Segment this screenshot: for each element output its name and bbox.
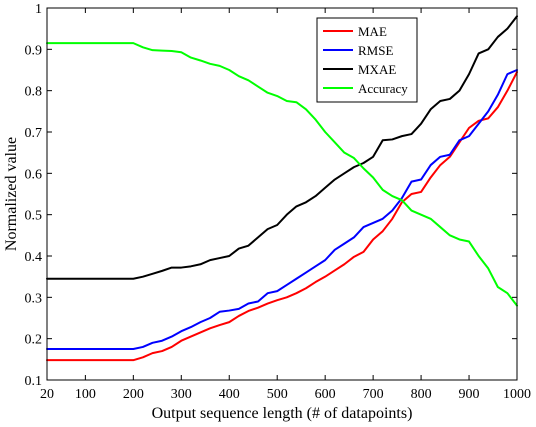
x-axis-title: Output sequence length (# of datapoints) bbox=[152, 405, 413, 422]
series-line-rmse bbox=[46, 69, 518, 350]
x-tick-label: 200 bbox=[123, 387, 144, 402]
plot-frame bbox=[46, 7, 518, 381]
series-line-mae bbox=[46, 71, 518, 362]
series-line-accuracy bbox=[46, 42, 518, 307]
x-tick-label: 400 bbox=[219, 387, 240, 402]
y-tick-label: 0.6 bbox=[25, 167, 43, 182]
y-tick-label: 0.5 bbox=[25, 209, 43, 224]
series-line-mxae bbox=[46, 15, 518, 280]
x-tick-label: 800 bbox=[411, 387, 432, 402]
legend: MAE RMSE MXAE Accuracy bbox=[316, 17, 418, 103]
y-axis-title: Normalized value bbox=[3, 137, 20, 251]
x-tick-label: 100 bbox=[75, 387, 96, 402]
x-tick-label: 900 bbox=[459, 387, 480, 402]
legend-label-accuracy: Accuracy bbox=[358, 81, 408, 96]
y-tick-label: 0.2 bbox=[25, 333, 43, 348]
legend-label-rmse: RMSE bbox=[358, 43, 393, 58]
y-tick-label: 0.8 bbox=[25, 85, 43, 100]
ticks-layer: 20 100 200 300 400 500 600 700 800 900 1000 0.1 0.2 0… bbox=[25, 2, 532, 402]
series-layer bbox=[46, 15, 518, 362]
y-tick-label: 1 bbox=[35, 2, 42, 17]
x-tick-label: 600 bbox=[315, 387, 336, 402]
x-tick-label: 500 bbox=[267, 387, 288, 402]
y-tick-label: 0.3 bbox=[25, 291, 43, 306]
x-tick-label: 300 bbox=[171, 387, 192, 402]
legend-label-mae: MAE bbox=[358, 24, 387, 39]
y-tick-label: 0.4 bbox=[25, 250, 43, 265]
y-tick-label: 0.9 bbox=[25, 43, 43, 58]
x-tick-label: 20 bbox=[40, 387, 54, 402]
x-tick-label: 700 bbox=[363, 387, 384, 402]
y-tick-label: 0.7 bbox=[25, 126, 43, 141]
legend-label-mxae: MXAE bbox=[358, 62, 396, 77]
y-tick-label: 0.1 bbox=[25, 374, 43, 389]
x-tick-label: 1000 bbox=[503, 387, 531, 402]
